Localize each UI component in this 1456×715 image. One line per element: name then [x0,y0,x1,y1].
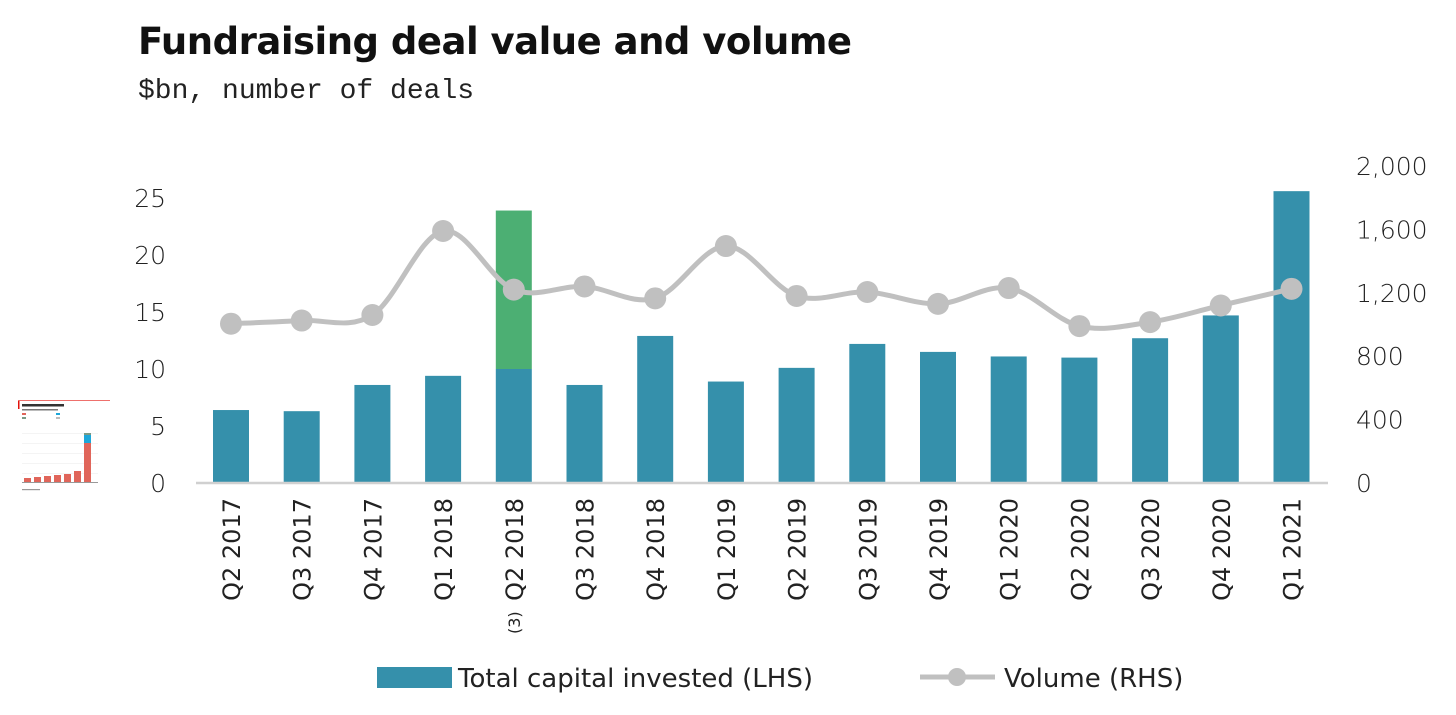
category-label: Q2 2019 [784,498,812,601]
bar-capital [778,367,815,483]
category-label: Q4 2020 [1208,498,1236,601]
volume-point [432,219,455,242]
right-axis-tick: 800 [1356,342,1404,371]
left-axis-ticks: 0 5 10 15 20 25 [134,184,166,498]
category-label: Q4 2017 [359,498,387,601]
legend-swatch-marker [948,668,966,686]
bar-capital [849,343,886,483]
volume-point [502,278,525,301]
category-label: Q1 2019 [713,498,741,601]
left-axis-tick: 5 [150,412,166,441]
bar-capital [920,351,956,483]
category-label: Q3 2019 [854,498,882,601]
volume-point [573,275,596,298]
left-axis-tick: 0 [150,469,166,498]
footnote-marker: (3) [505,611,524,634]
category-label: Q2 2018 [501,498,529,601]
bar-capital [707,381,744,483]
category-label: Q4 2018 [642,498,670,601]
bar-capital [1273,191,1310,483]
category-label: Q2 2017 [218,498,246,601]
volume-point [785,284,808,307]
volume-point [220,312,242,335]
volume-point [1139,311,1162,334]
volume-point [714,235,737,258]
right-axis-tick: 0 [1356,469,1372,498]
category-label: Q3 2020 [1137,498,1165,601]
volume-point [290,309,313,332]
bar-capital [1202,315,1239,483]
category-label: Q1 2021 [1279,498,1307,601]
category-label: Q4 2019 [925,498,953,601]
category-label: Q1 2018 [430,498,458,601]
volume-point [927,292,949,315]
legend-swatch-bar [377,667,452,688]
bar-capital [566,384,603,483]
category-label: Q3 2018 [572,498,600,601]
bar-capital [495,369,532,483]
category-label: Q1 2020 [996,498,1024,601]
bar-capital [213,410,249,483]
volume-point [997,277,1020,300]
right-axis-tick: 400 [1356,406,1404,435]
right-axis-tick: 2,000 [1356,152,1428,181]
chart-subtitle: $bn, number of deals [138,76,475,107]
legend-label-volume: Volume (RHS) [1004,664,1183,694]
volume-point [644,287,667,310]
category-label: Q3 2017 [289,498,317,601]
bar-capital [1061,357,1098,483]
bar-series [213,191,1310,483]
right-axis-tick: 1,600 [1356,215,1428,244]
left-axis-tick: 20 [134,241,166,270]
volume-point [361,303,384,326]
bar-capital [354,384,391,483]
bar-capital [283,411,320,483]
volume-point [856,281,879,304]
volume-line-series [220,219,1303,338]
bar-capital [637,335,674,483]
chart-title: Fundraising deal value and volume [138,20,852,63]
right-axis-tick: 1,200 [1356,279,1428,308]
legend: Total capital invested (LHS) Volume (RHS… [377,664,1183,694]
bar-capital [425,375,462,483]
right-axis-ticks: 0 400 800 1,200 1,600 2,000 [1356,152,1428,498]
category-labels: Q2 2017 Q3 2017 Q4 2017 Q1 2018 Q2 2018 Q3 20… [218,498,1307,601]
left-axis-tick: 25 [134,184,166,213]
volume-line [230,228,1293,331]
bar-capital [990,356,1027,483]
volume-point [1280,277,1303,300]
thumbnail-chart-image [18,398,110,494]
category-label: Q2 2020 [1066,498,1094,601]
volume-point [1209,294,1232,317]
left-axis-tick: 10 [134,355,166,384]
legend-label-capital: Total capital invested (LHS) [457,664,813,694]
volume-point [1068,315,1091,338]
left-axis-tick: 15 [134,298,166,327]
bar-capital [1132,338,1169,483]
